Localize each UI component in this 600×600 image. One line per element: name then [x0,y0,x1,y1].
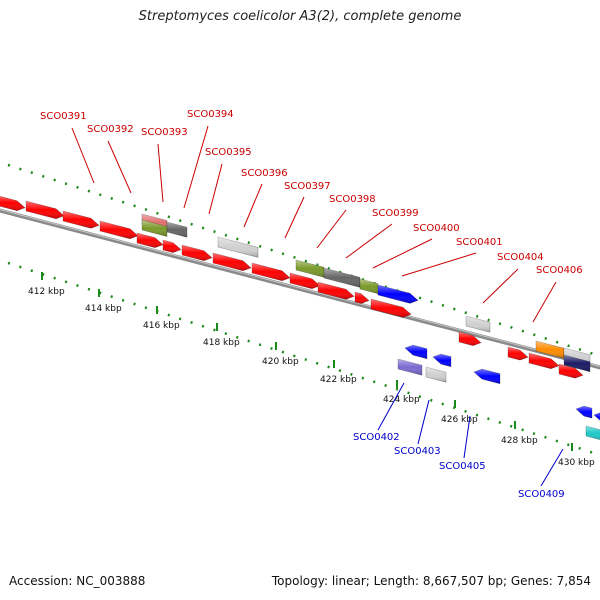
accession-label: Accession: NC_003888 [9,574,146,588]
gene-block-shading [142,220,167,237]
tick-label: 412 kbp [28,287,65,297]
leader-line [208,163,223,215]
genome-summary: Topology: linear; Length: 8,667,507 bp; … [271,574,591,588]
genome-backbone [0,208,600,370]
gene-arrow-shading [182,245,212,261]
gene-label[interactable]: SCO0403 [394,446,441,457]
gene-arrow-shading [405,345,427,359]
leader-line [463,415,471,459]
gene-arrow-shading [459,332,481,346]
gene-arrow-shading [508,347,528,361]
gene-label[interactable]: SCO0392 [87,124,134,135]
gene-block-shading [296,260,324,278]
leader-line [243,183,263,228]
gene-arrow-shading [163,240,181,253]
gene-label[interactable]: SCO0406 [536,265,583,276]
gene-arrow-shading [594,412,600,421]
gene-label[interactable]: SCO0398 [329,194,376,205]
leader-line [540,448,564,487]
gene-label[interactable]: SCO0395 [205,147,252,158]
gene-arrow-shading [252,263,290,281]
gene-block-shading [218,237,258,258]
gene-label[interactable]: SCO0393 [141,127,188,138]
gene-arrow-shading [137,233,163,248]
gene-block-shading [586,426,600,440]
tick-label: 424 kbp [383,395,420,405]
gene-arrow-shading [355,292,369,304]
tick-label: 414 kbp [85,304,122,314]
gene-label[interactable]: SCO0394 [187,109,234,120]
map-title: Streptomyces coelicolor A3(2), complete … [138,9,462,24]
leader-line [71,127,95,184]
tick-label: 422 kbp [320,375,357,385]
leader-line [107,140,132,194]
gene-arrow-shading [474,369,500,384]
gene-label[interactable]: SCO0405 [439,461,486,472]
tick-label: 420 kbp [262,357,299,367]
leader-line [284,196,305,239]
leader-line [532,281,557,323]
gene-arrow-shading [63,211,99,229]
gene-label[interactable]: SCO0397 [284,181,331,192]
tick-label: 426 kbp [441,415,478,425]
gene-arrow-shading [559,364,583,379]
gene-arrow-shading [371,299,411,318]
gene-block-shading [167,222,187,238]
gene-block-shading [324,268,360,288]
leader-line [482,268,519,304]
gene-arrow-shading [100,221,138,239]
leader-line [372,238,433,269]
gene-label[interactable]: SCO0409 [518,489,565,500]
gene-arrow-shading [0,196,25,211]
gene-arrow-shading [433,354,451,367]
leader-line [157,143,164,203]
gene-label[interactable]: SCO0399 [372,208,419,219]
gene-block-shading [360,279,378,294]
gene-arrow-shading [290,273,320,289]
leader-line [377,382,405,431]
gene-block-shading [536,341,564,359]
leader-line [417,399,430,445]
gene-arrow-shading [213,253,251,271]
leader-line [401,252,477,277]
gene-block-shading [564,355,590,372]
gene-block-shading [466,316,490,333]
gene-label[interactable]: SCO0391 [40,111,87,122]
leader-line [316,209,347,249]
gene-block-shading [398,359,422,376]
gene-label[interactable]: SCO0402 [353,432,400,443]
genome-backbone-highlight [0,209,600,367]
gene-label[interactable]: SCO0396 [241,168,288,179]
gene-label[interactable]: SCO0401 [456,237,503,248]
tick-label: 430 kbp [558,458,595,468]
gene-arrow-shading [529,353,559,369]
gene-label[interactable]: SCO0404 [497,252,544,263]
gene-arrow-shading [318,282,354,300]
gene-block-shading [426,367,446,383]
tick-label: 416 kbp [143,321,180,331]
gene-arrow-shading [26,201,64,219]
leader-line [345,223,393,259]
tick-label: 428 kbp [501,436,538,446]
gene-arrow-shading [576,406,592,419]
gene-arrow-shading [378,285,418,304]
leader-line [183,125,209,209]
gene-label[interactable]: SCO0400 [413,223,460,234]
tick-label: 418 kbp [203,338,240,348]
